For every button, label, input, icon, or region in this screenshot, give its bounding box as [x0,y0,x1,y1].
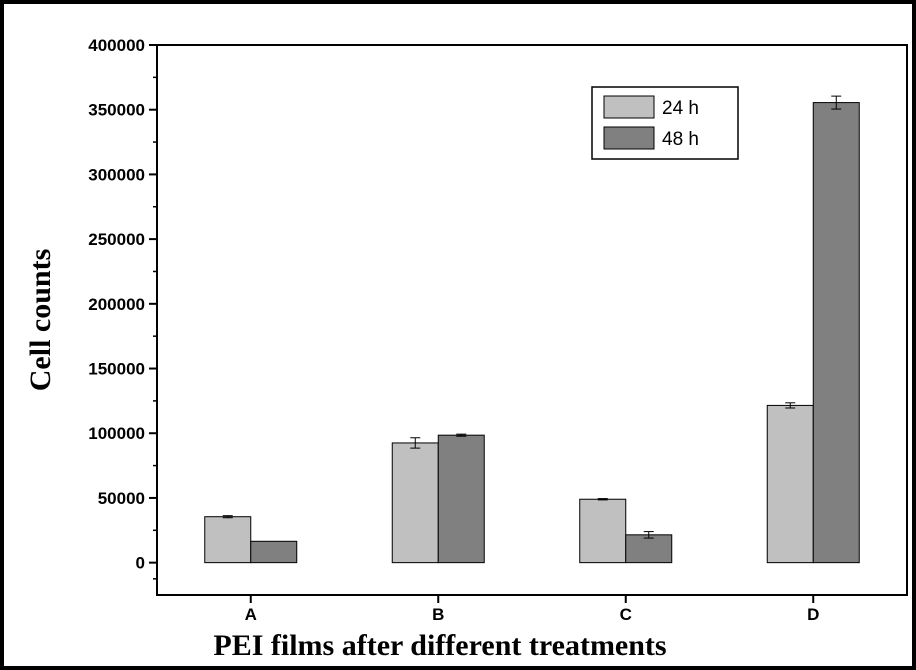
legend-swatch-24h [603,95,655,119]
x-tick-label-C: C [620,605,632,624]
error-bar-D-48h [831,95,842,110]
y-tick-label: 350000 [88,101,145,120]
error-bar-B-24h [410,437,421,449]
legend: 24 h 48 h [591,86,739,160]
bar-C-48h [625,534,673,564]
x-axis-title: PEI films after different treatments [213,629,666,662]
bar-D-48h [812,102,860,564]
bar-D-24h [766,404,814,564]
y-tick-label: 250000 [88,230,145,249]
y-axis-title: Cell counts [24,249,57,392]
bars-layer [204,102,860,564]
error-bar-D-24h [785,402,796,409]
error-bar-C-48h [643,531,654,539]
error-bar-C-24h [597,498,608,501]
x-axis: A B C D [245,595,819,624]
y-tick-label: 100000 [88,424,145,443]
error-bar-B-48h [456,433,467,437]
x-tick-label-D: D [807,605,819,624]
legend-label-48h: 48 h [662,129,699,150]
y-tick-label: 200000 [88,295,145,314]
y-tick-label: 50000 [98,489,145,508]
y-tick-label: 400000 [88,36,145,55]
y-tick-label: 150000 [88,360,145,379]
plot-area [156,44,908,596]
legend-label-24h: 24 h [662,98,699,119]
y-tick-label: 0 [136,554,145,573]
error-bar-A-24h [222,515,233,519]
bar-A-24h [204,516,252,564]
error-bars-layer [222,95,842,539]
x-tick-label-B: B [432,605,444,624]
y-axis: 0 50000 100000 150000 200000 250000 300000 3500… [88,36,157,580]
legend-swatch-48h [603,126,655,150]
x-tick-label-A: A [245,605,257,624]
bar-B-48h [437,434,485,564]
bar-A-48h [250,540,298,564]
bar-C-24h [579,498,627,564]
y-tick-label: 300000 [88,165,145,184]
bar-B-24h [391,442,439,564]
